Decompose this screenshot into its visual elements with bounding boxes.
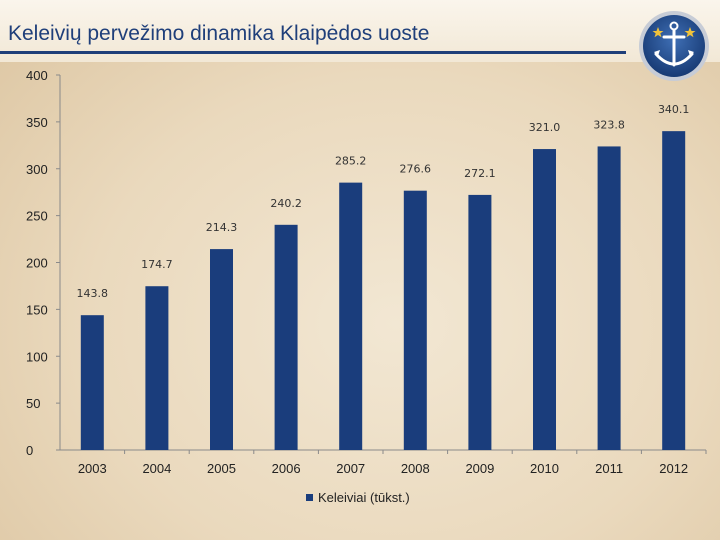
bar	[533, 149, 556, 450]
x-tick-label: 2010	[530, 461, 559, 476]
data-label: 276.6	[400, 163, 432, 176]
data-label: 340.1	[658, 103, 690, 116]
x-tick-label: 2009	[465, 461, 494, 476]
data-label: 272.1	[464, 167, 496, 180]
slide-header: Keleivių pervežimo dinamika Klaipėdos uo…	[0, 0, 720, 62]
bar	[662, 131, 686, 450]
x-tick-label: 2011	[595, 461, 623, 476]
y-tick-label: 300	[26, 162, 48, 177]
x-tick-label: 2008	[401, 461, 430, 476]
bar	[468, 194, 492, 450]
anchor-emblem-icon	[639, 11, 709, 81]
x-tick-label: 2006	[272, 461, 301, 476]
bar	[339, 182, 363, 450]
y-tick-label: 0	[26, 443, 33, 458]
data-label: 321.0	[529, 121, 561, 134]
bar	[403, 190, 427, 450]
data-label: 143.8	[77, 287, 109, 300]
bar	[597, 146, 621, 450]
data-label: 174.7	[141, 258, 173, 271]
x-tick-label: 2005	[207, 461, 236, 476]
y-tick-label: 150	[26, 302, 48, 317]
y-tick-label: 50	[26, 396, 40, 411]
chart-legend: Keleiviai (tūkst.)	[306, 490, 410, 505]
y-tick-label: 250	[26, 209, 48, 224]
data-label: 323.8	[593, 118, 625, 131]
bar-chart: 0 50 100 150 200 250 300 350 400 2003 143.8 2004 174…	[26, 68, 707, 476]
bar	[274, 224, 298, 450]
y-tick-label: 200	[26, 256, 48, 271]
x-tick-label: 2012	[659, 461, 688, 476]
data-label: 240.2	[270, 197, 302, 210]
y-tick-label: 400	[26, 68, 48, 83]
x-tick-label: 2007	[336, 461, 365, 476]
bar	[210, 249, 233, 450]
page-title: Keleivių pervežimo dinamika Klaipėdos uo…	[8, 22, 430, 45]
data-label: 214.3	[206, 221, 238, 234]
bar	[145, 286, 169, 450]
bar	[80, 315, 104, 450]
legend-label: Keleiviai (tūkst.)	[318, 490, 410, 505]
data-label: 285.2	[335, 155, 367, 168]
title-underline	[0, 51, 626, 54]
legend-swatch	[306, 494, 313, 501]
x-tick-label: 2004	[142, 461, 171, 476]
x-tick-label: 2003	[78, 461, 107, 476]
y-tick-label: 100	[26, 349, 48, 364]
y-tick-label: 350	[26, 115, 48, 130]
